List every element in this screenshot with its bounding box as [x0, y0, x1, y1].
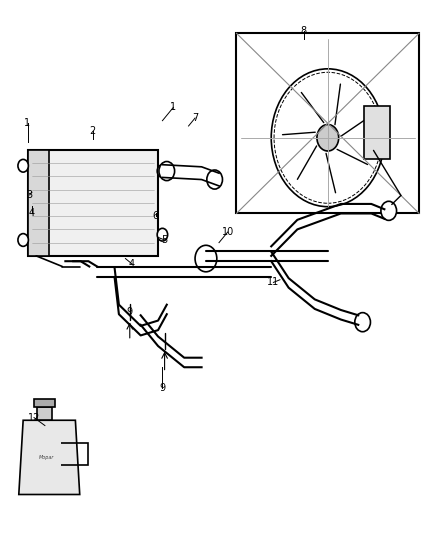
Text: 10: 10 — [222, 227, 234, 237]
Circle shape — [271, 69, 385, 207]
Circle shape — [317, 125, 339, 151]
FancyArrowPatch shape — [283, 132, 315, 135]
Text: 1: 1 — [170, 102, 177, 112]
Text: 7: 7 — [192, 113, 198, 123]
Text: 6: 6 — [153, 211, 159, 221]
Text: Mopar: Mopar — [39, 455, 54, 460]
Bar — [364, 107, 391, 159]
Bar — [37, 407, 52, 420]
Text: 9: 9 — [127, 306, 133, 317]
Polygon shape — [19, 420, 80, 495]
FancyArrowPatch shape — [335, 84, 340, 125]
Text: 4: 4 — [129, 259, 135, 269]
Circle shape — [18, 233, 28, 246]
Text: 1: 1 — [25, 118, 31, 128]
Text: 8: 8 — [301, 26, 307, 36]
Text: 2: 2 — [90, 126, 96, 136]
Circle shape — [207, 170, 223, 189]
Circle shape — [159, 161, 175, 181]
Text: 3: 3 — [27, 190, 33, 200]
Circle shape — [157, 228, 168, 241]
Text: 4: 4 — [29, 208, 35, 219]
Text: 9: 9 — [159, 383, 166, 393]
Bar — [34, 399, 55, 407]
Bar — [28, 150, 49, 256]
Text: 12: 12 — [28, 413, 40, 423]
FancyArrowPatch shape — [326, 154, 336, 193]
Circle shape — [381, 201, 396, 220]
Circle shape — [355, 313, 371, 332]
FancyArrowPatch shape — [341, 117, 370, 136]
Bar — [28, 150, 158, 256]
Bar — [237, 33, 419, 214]
Circle shape — [18, 159, 28, 172]
FancyArrowPatch shape — [301, 92, 324, 123]
Text: 5: 5 — [162, 235, 168, 245]
Circle shape — [157, 165, 168, 177]
Circle shape — [195, 245, 217, 272]
FancyArrowPatch shape — [297, 146, 317, 179]
FancyArrowPatch shape — [337, 149, 367, 165]
Text: 11: 11 — [267, 277, 279, 287]
